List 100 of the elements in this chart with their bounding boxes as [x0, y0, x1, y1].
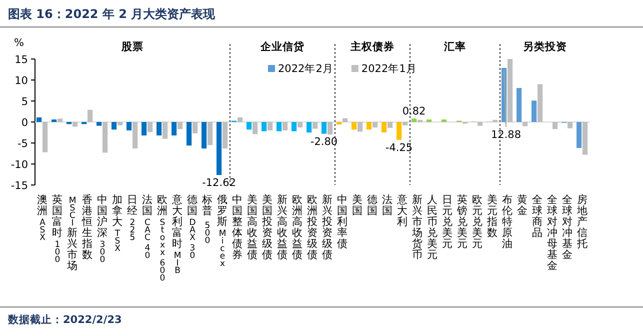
bar: [312, 122, 318, 129]
x-tick-label: 俄罗斯Micex: [217, 194, 228, 269]
legend-label: 2022年2月: [278, 63, 334, 75]
y-tick-label: 5: [21, 96, 28, 108]
y-tick-label: -10: [10, 159, 28, 171]
x-tick-label: 美国高收益债: [247, 193, 258, 261]
text: 企业信贷: [260, 40, 304, 53]
bar: [156, 122, 162, 136]
bar: [148, 122, 153, 132]
x-tick-label: 德国: [367, 194, 378, 217]
bar: [412, 118, 417, 122]
bar: [186, 122, 192, 146]
x-tick-label: 新兴市场货币: [411, 193, 423, 261]
x-tick-label: 新兴高收益债: [277, 193, 288, 261]
x-tick-label: 英镑兑美元: [456, 193, 468, 250]
bar: [132, 122, 138, 148]
bar: [88, 110, 93, 122]
bar: [538, 84, 543, 122]
x-tick-label: 香港恒生指数: [81, 193, 93, 261]
bar: [532, 100, 537, 122]
bar: [508, 59, 513, 122]
data-label: 12.88: [490, 129, 522, 141]
x-tick-label: 澳洲ASX: [37, 194, 48, 243]
data-label: -12.62: [202, 177, 236, 190]
bar: [192, 122, 198, 134]
bar: [298, 122, 303, 128]
x-tick-label: 美国投资级债: [261, 193, 273, 261]
chart-title: 图表 16：2022 年 2 月大类资产表现: [8, 7, 216, 21]
bar: [336, 122, 342, 125]
x-tick-label: 美元指数: [486, 193, 498, 239]
bar: [72, 122, 78, 127]
bar: [582, 122, 588, 155]
bar: [252, 122, 258, 134]
x-tick-label: 中国整体债券: [232, 193, 243, 261]
x-tick-label: 全球对冲母基金: [547, 194, 558, 272]
x-tick-label: 意大利: [396, 193, 408, 228]
bar: [172, 122, 177, 136]
bar: [352, 122, 357, 130]
y-tick-label: 0: [21, 117, 28, 129]
bar: [402, 122, 408, 126]
x-tick-label: MSCI 新兴市场: [66, 196, 78, 272]
bar: [52, 119, 57, 122]
bar: [238, 117, 243, 122]
x-tick-label: 中国沪深300: [97, 193, 108, 265]
x-tick-label: 人民币兑美元: [427, 194, 438, 261]
bar: [382, 122, 387, 132]
bar: [202, 122, 207, 148]
bar: [208, 122, 213, 146]
bar: [216, 122, 222, 176]
y-tick-label: -5: [18, 138, 28, 150]
bar: [102, 122, 108, 153]
data-label: -2.80: [310, 136, 338, 148]
x-tick-label: 英国富时100: [52, 193, 63, 265]
x-tick-label: 日经225: [127, 194, 138, 243]
text: 主权债券: [350, 40, 394, 53]
bar: [276, 122, 282, 132]
data-label: -4.25: [385, 142, 413, 154]
bar: [246, 122, 252, 130]
bar: [268, 122, 273, 130]
bar: [162, 122, 168, 139]
x-tick-label: 欧洲高收益债: [292, 194, 303, 261]
text: 汇率: [443, 40, 466, 53]
bar: [58, 118, 63, 122]
bar: [328, 122, 333, 135]
x-tick-label: 房地产信托: [576, 193, 588, 250]
bar: [522, 122, 528, 126]
legend-label: 2022年1月: [361, 63, 417, 75]
data-label: 0.82: [402, 106, 426, 118]
bar: [342, 118, 348, 122]
y-tick-label: 10: [14, 75, 28, 87]
x-tick-label: 法国CAC 40: [142, 193, 153, 261]
x-tick-label: 美国: [352, 193, 363, 217]
y-tick-label: 15: [14, 54, 28, 66]
category-label: 欧洲Stoxx 600: [157, 194, 168, 284]
bar: [322, 122, 327, 134]
bar: [576, 122, 582, 148]
x-tick-label: 德国DAX 30: [187, 194, 198, 261]
bar: [516, 88, 522, 122]
x-tick-label: 中国利率债: [337, 193, 348, 250]
x-tick-label: 布伦特原油: [502, 194, 513, 250]
bar: [178, 122, 183, 130]
bar: [372, 122, 378, 128]
x-tick-label: 新兴投资级债: [321, 193, 333, 261]
x-tick-label: 欧元兑美元: [472, 194, 483, 250]
bar: [442, 119, 447, 122]
bar: [126, 122, 132, 130]
bar: [282, 122, 288, 130]
bar: [426, 119, 432, 122]
x-tick-label: 全球商品: [532, 194, 543, 239]
bar: [142, 122, 147, 136]
bar: [262, 122, 267, 132]
x-tick-label: 欧洲投资级债: [306, 194, 318, 261]
x-tick-label: 加拿大TSX: [112, 193, 123, 254]
bar: [358, 122, 363, 132]
bar: [396, 122, 402, 140]
text: 数据截止：2022/2/23: [7, 313, 122, 326]
x-tick-label: 黄金: [517, 193, 528, 217]
bar: [118, 122, 123, 126]
x-tick-label: 全球对冲基金: [562, 194, 573, 261]
bar: [36, 117, 42, 122]
